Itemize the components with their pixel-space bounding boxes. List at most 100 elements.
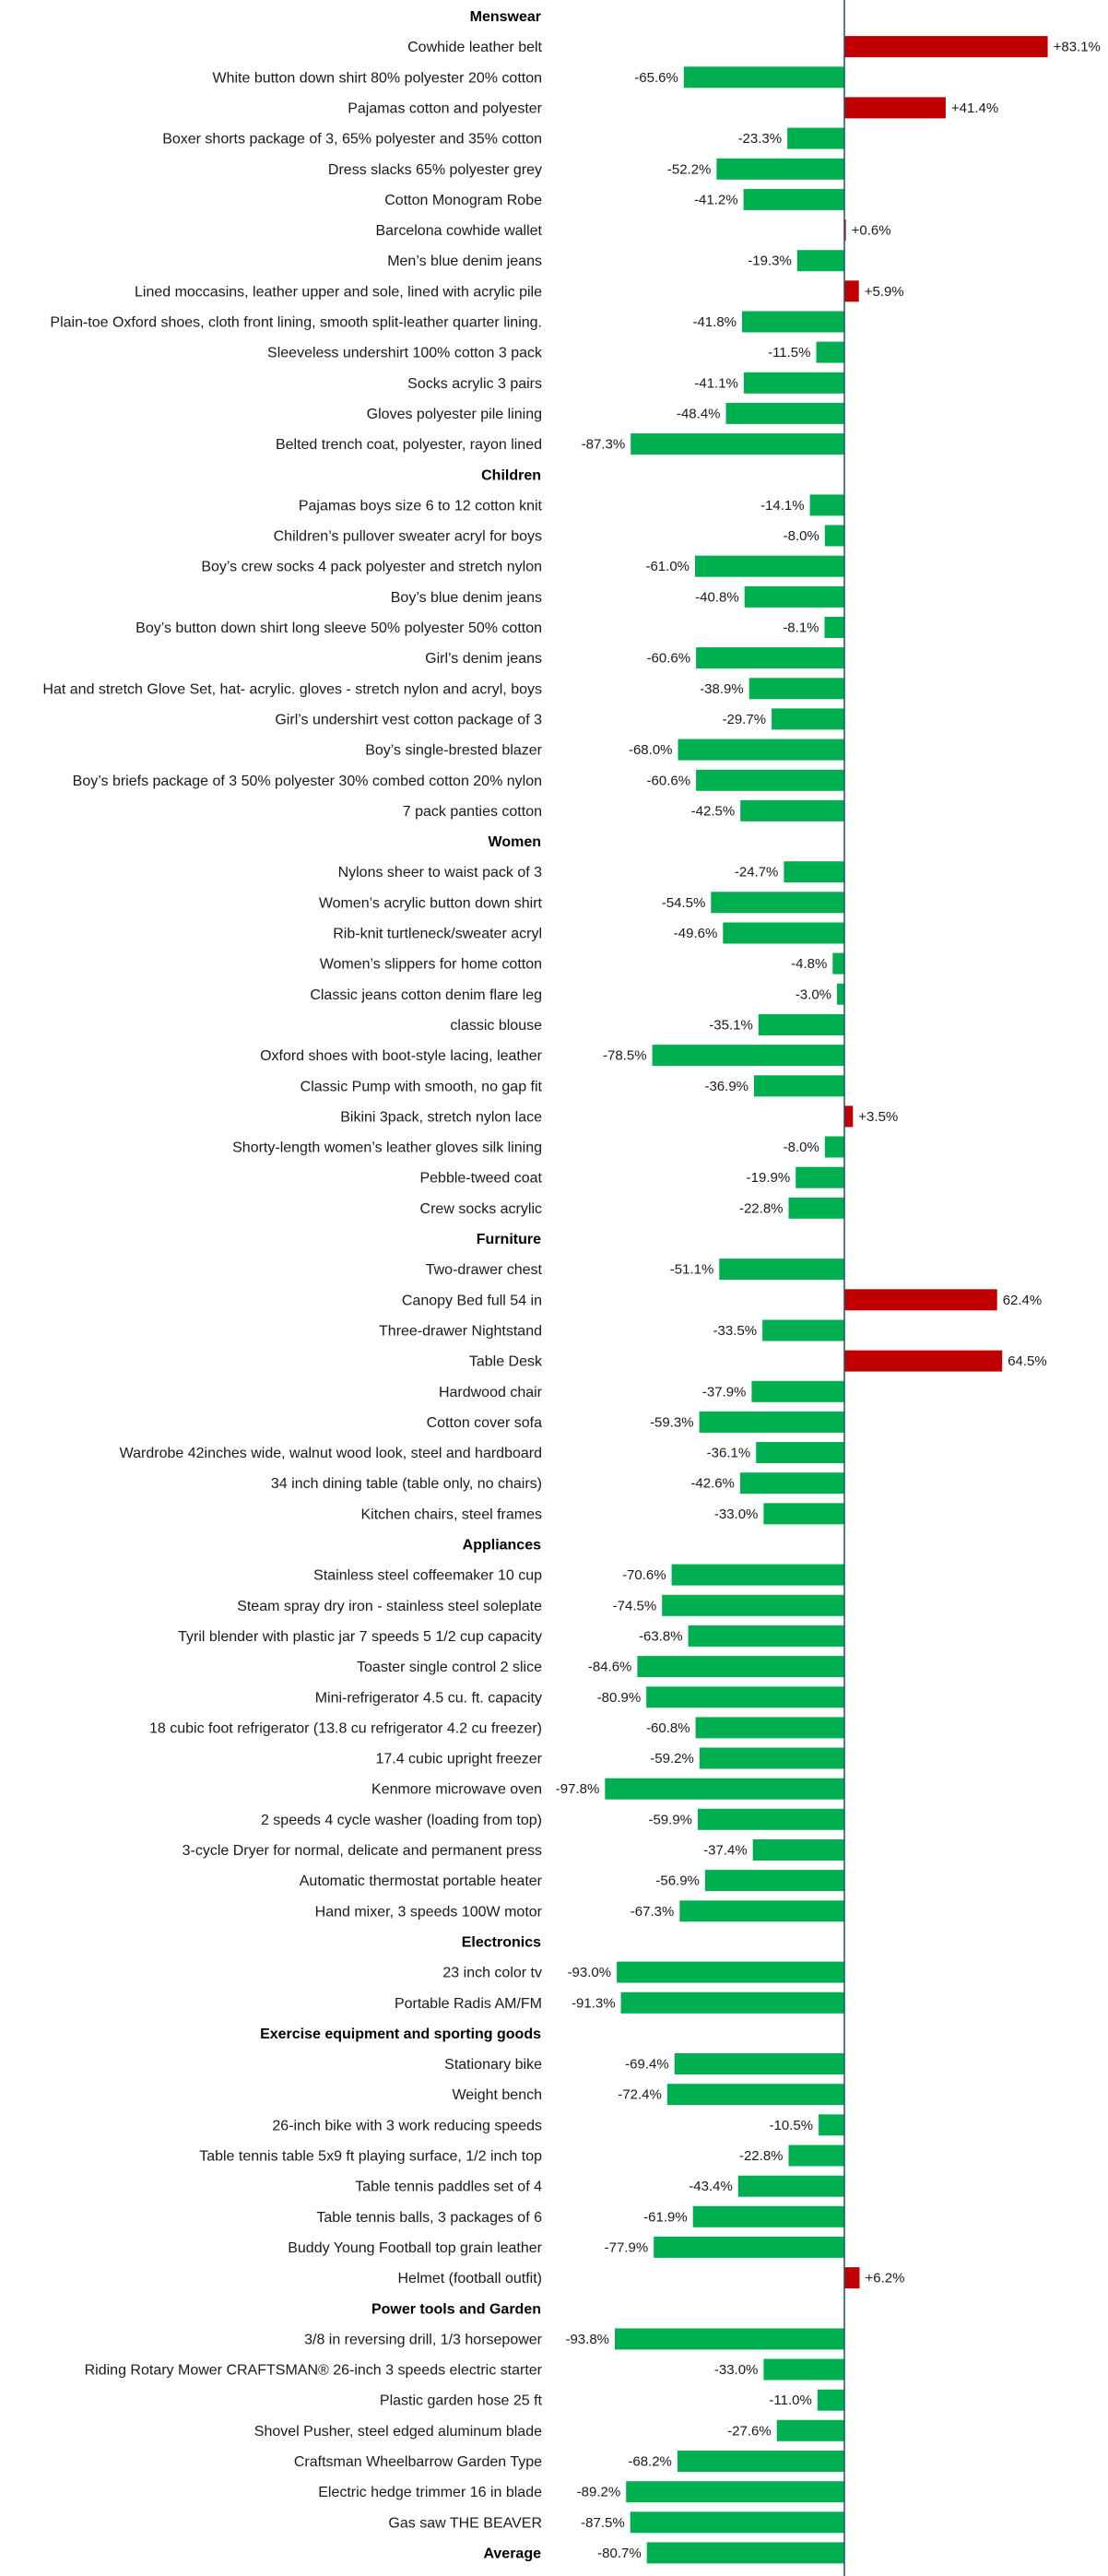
bar-negative — [662, 1594, 844, 1616]
bar-negative — [605, 1778, 844, 1800]
category-label: Women’s acrylic button down shirt — [319, 895, 543, 911]
category-label: Mini-refrigerator 4.5 cu. ft. capacity — [315, 1690, 542, 1706]
data-label: -36.9% — [704, 1079, 748, 1094]
data-label: -8.0% — [784, 528, 819, 544]
data-label: -19.9% — [747, 1170, 791, 1186]
category-label: 3-cycle Dryer for normal, delicate and p… — [183, 1843, 542, 1859]
bar-negative — [615, 2328, 844, 2350]
category-label: Two-drawer chest — [426, 1262, 543, 1278]
data-label: -80.7% — [597, 2546, 642, 2561]
category-label: Women’s slippers for home cotton — [320, 957, 542, 973]
bar-negative — [763, 1503, 844, 1525]
category-label: Sleeveless undershirt 100% cotton 3 pack — [267, 346, 543, 361]
category-label: Table tennis table 5x9 ft playing surfac… — [199, 2149, 542, 2165]
data-label: -93.8% — [565, 2332, 609, 2347]
bar-positive — [844, 280, 859, 302]
data-label: -59.2% — [650, 1751, 694, 1767]
category-label: Table Desk — [469, 1354, 543, 1370]
data-label: 64.5% — [1008, 1353, 1047, 1369]
category-label: Table tennis balls, 3 packages of 6 — [316, 2210, 542, 2226]
category-label: Stationary bike — [444, 2057, 542, 2073]
group-header: Menswear — [470, 9, 541, 25]
category-label: Girl’s undershirt vest cotton package of… — [275, 712, 542, 727]
bar-negative — [699, 1411, 844, 1433]
data-label: +3.5% — [858, 1109, 898, 1125]
bar-negative — [630, 2511, 844, 2534]
data-label: -49.6% — [674, 926, 718, 941]
bar-negative — [737, 2175, 844, 2197]
category-label: Three-drawer Nightstand — [379, 1323, 542, 1339]
data-label: -11.5% — [768, 345, 810, 360]
category-label: Gloves polyester pile lining — [367, 407, 542, 422]
bar-negative — [683, 66, 844, 89]
category-label: Hardwood chair — [439, 1385, 543, 1400]
data-label: -14.1% — [760, 498, 805, 514]
bar-negative — [772, 708, 844, 730]
data-label: -43.4% — [689, 2179, 733, 2194]
category-label: Pebble-tweed coat — [419, 1171, 542, 1187]
bar-negative — [784, 861, 844, 883]
bar-negative — [666, 2084, 844, 2106]
category-label: Toaster single control 2 slice — [357, 1660, 542, 1675]
category-label: Dress slacks 65% polyester grey — [328, 162, 542, 178]
data-label: -19.3% — [748, 254, 792, 269]
bar-positive — [844, 1289, 997, 1311]
data-label: -35.1% — [709, 1017, 753, 1033]
group-header: Exercise equipment and sporting goods — [260, 2027, 541, 2042]
bar-negative — [646, 1686, 844, 1708]
category-label: Boy’s crew socks 4 pack polyester and st… — [201, 560, 542, 575]
data-label: -84.6% — [588, 1660, 632, 1675]
data-label: -22.8% — [739, 1200, 784, 1216]
data-label: -41.8% — [692, 314, 737, 330]
category-label: Boy’s single-brested blazer — [365, 743, 542, 759]
category-label: Rib-knit turtleneck/sweater acryl — [333, 927, 542, 942]
category-label: Nylons sheer to waist pack of 3 — [338, 865, 543, 880]
category-label: Stainless steel coffeemaker 10 cup — [313, 1568, 542, 1584]
data-label: -61.0% — [645, 559, 690, 574]
bar-negative — [711, 892, 844, 914]
bar-negative — [617, 1961, 844, 1983]
category-label: Girl’s denim jeans — [425, 651, 542, 667]
category-label: Children’s pullover sweater acryl for bo… — [274, 529, 542, 545]
category-label: Plain-toe Oxford shoes, cloth front lini… — [50, 315, 542, 331]
bar-negative — [698, 1808, 844, 1830]
bar-negative — [819, 2114, 844, 2136]
data-label: -37.9% — [702, 1384, 747, 1400]
group-header: Power tools and Garden — [371, 2301, 541, 2317]
data-label: -42.5% — [691, 803, 736, 819]
category-label: Boxer shorts package of 3, 65% polyester… — [162, 132, 542, 148]
bar-negative — [723, 922, 844, 944]
bar-negative — [788, 2145, 844, 2167]
category-label: Cowhide leather belt — [407, 40, 542, 55]
category-label: Craftsman Wheelbarrow Garden Type — [294, 2454, 542, 2470]
data-label: +6.2% — [866, 2271, 905, 2286]
bar-negative — [743, 188, 844, 210]
category-label: Oxford shoes with boot-style lacing, lea… — [260, 1048, 543, 1064]
bar-negative — [748, 678, 844, 700]
data-label: -87.3% — [582, 437, 626, 453]
bar-negative — [832, 952, 844, 975]
category-label: Bikini 3pack, stretch nylon lace — [340, 1109, 542, 1125]
category-label: 18 cubic foot refrigerator (13.8 cu refr… — [149, 1720, 542, 1736]
data-label: -42.6% — [690, 1476, 735, 1492]
bar-negative — [654, 2236, 844, 2258]
bar-negative — [796, 250, 844, 272]
category-label: Crew socks acrylic — [420, 1201, 542, 1217]
category-label: Canopy Bed full 54 in — [402, 1293, 542, 1308]
bar-negative — [751, 1380, 844, 1402]
group-header: Children — [481, 467, 541, 483]
data-label: -29.7% — [723, 712, 767, 727]
data-label: -3.0% — [796, 987, 831, 1002]
data-label: -33.0% — [714, 2362, 759, 2378]
category-label: Kenmore microwave oven — [371, 1782, 542, 1798]
category-label: Hand mixer, 3 speeds 100W motor — [315, 1904, 543, 1920]
bar-positive — [844, 2267, 860, 2289]
data-label: -59.3% — [650, 1414, 694, 1430]
data-label: -77.9% — [605, 2239, 649, 2255]
bar-negative — [763, 2358, 844, 2381]
bar-negative — [688, 1625, 844, 1647]
category-label: Helmet (football outfit) — [397, 2271, 542, 2286]
data-label: -91.3% — [572, 1995, 616, 2011]
category-label: Weight bench — [452, 2087, 542, 2103]
